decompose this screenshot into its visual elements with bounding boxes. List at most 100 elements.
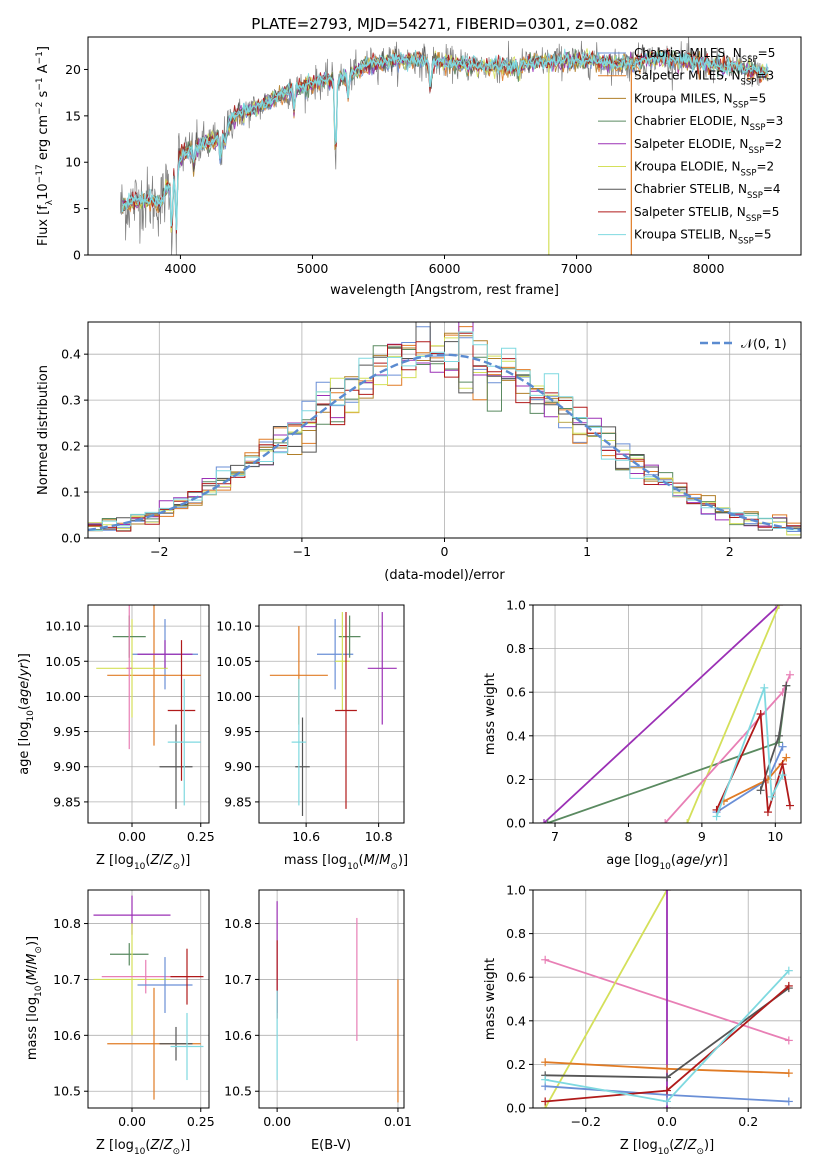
y-tick-label: 0.4 [506, 728, 526, 743]
histogram-step [88, 331, 801, 538]
plot-content [88, 322, 801, 538]
x-tick-label: 9 [698, 829, 706, 844]
y-tick-label: 0.0 [61, 531, 81, 546]
panel-spectrum: 4000 5000 6000 7000 8000 0 5 10 15 20 wavelength [… [35, 36, 802, 298]
y-tick-label: 10.7 [224, 972, 252, 987]
x-tick-label: 8000 [693, 261, 725, 276]
axes-frame [87, 604, 210, 824]
x-axis-label: age [log10(age/yr)] [606, 853, 728, 872]
x-tick-label: 0.00 [118, 829, 146, 844]
x-tick-label: 5000 [297, 261, 329, 276]
plot-content [540, 605, 794, 823]
y-tick-label: 9.90 [53, 759, 81, 774]
panel-age_vs_Z: 0.00 0.25 9.85 9.90 9.95 10.00 10.05 10.10 Z [lo… [17, 604, 215, 872]
x-tick-label: −2 [150, 544, 168, 559]
y-tick-label: 1.0 [506, 883, 526, 898]
panel-age_vs_mass: 10.6 10.8 9.85 9.90 9.95 10.00 10.05 10.10 mass … [216, 604, 408, 872]
x-tick-label: 2 [726, 544, 734, 559]
x-tick-label: 1 [583, 544, 591, 559]
plot-area [88, 605, 209, 823]
plot-area [88, 890, 209, 1108]
x-axis-label: E(B-V) [311, 1138, 351, 1153]
x-tick-label: 10 [767, 829, 783, 844]
y-tick-label: 1.0 [506, 598, 526, 613]
x-tick-label: 4000 [165, 261, 197, 276]
plot-content [119, 37, 769, 255]
figure-title: PLATE=2793, MJD=54271, FIBERID=0301, z=0… [251, 15, 638, 33]
x-tick-label: 0.0 [657, 1114, 677, 1129]
y-tick-label: 0.1 [61, 485, 81, 500]
y-tick-label: 0.0 [506, 1101, 526, 1116]
y-tick-label: 0.8 [506, 641, 526, 656]
x-tick-label: 0.25 [187, 829, 215, 844]
x-axis-label: wavelength [Angstrom, rest frame] [330, 283, 559, 298]
normal-curve [88, 353, 801, 532]
plot-content [276, 901, 399, 1103]
y-tick-label: 10.10 [45, 619, 81, 634]
x-tick-label: 10.6 [292, 829, 320, 844]
y-tick-label: 0.2 [61, 439, 81, 454]
y-tick-label: 9.85 [224, 794, 252, 809]
axes-frame [258, 604, 405, 824]
y-tick-label: 10.5 [53, 1084, 81, 1099]
y-tick-label: 10.8 [224, 916, 252, 931]
y-tick-label: 0.6 [506, 685, 526, 700]
x-tick-label: 7000 [561, 261, 593, 276]
y-tick-label: 10 [65, 155, 81, 170]
weight-line [715, 687, 784, 817]
plot-content [541, 890, 793, 1108]
y-tick-label: 10.6 [224, 1028, 252, 1043]
x-axis-label: Z [log10(Z/Z⊙)] [96, 853, 190, 872]
y-axis-label: Flux [fλ10−17 erg cm−2 s−1 A−1] [35, 46, 55, 246]
weight-line [686, 605, 780, 823]
panel-weight_vs_Z: −0.2 0.0 0.2 0.0 0.2 0.4 0.6 0.8 1.0 Z [log10(Z/Z… [483, 883, 802, 1157]
y-axis-label: mass weight [483, 958, 498, 1040]
y-tick-label: 0.2 [506, 772, 526, 787]
plot-content [96, 605, 201, 809]
y-axis-label: Normed distribution [36, 365, 51, 495]
x-axis-label: mass [log10(M/M⊙)] [284, 853, 408, 872]
x-tick-label: −0.2 [571, 1114, 601, 1129]
y-tick-label: 9.95 [53, 724, 81, 739]
weight-line [544, 890, 668, 1108]
x-tick-label: 0 [441, 544, 449, 559]
y-tick-label: 10.00 [216, 689, 252, 704]
y-tick-label: 15 [65, 108, 81, 123]
plot-content [93, 895, 204, 1100]
y-tick-label: 0.6 [506, 970, 526, 985]
x-axis-label: Z [log10(Z/Z⊙)] [620, 1138, 714, 1157]
y-tick-label: 0.2 [506, 1057, 526, 1072]
y-tick-label: 10.5 [224, 1084, 252, 1099]
y-tick-label: 0.8 [506, 926, 526, 941]
x-tick-label: 0.00 [263, 1114, 291, 1129]
y-tick-label: 9.85 [53, 794, 81, 809]
y-tick-label: 9.90 [224, 759, 252, 774]
panel-mass_vs_ebv: 0.00 0.01 10.5 10.6 10.7 10.8 E(B-V) [224, 889, 412, 1153]
weight-line [543, 605, 780, 823]
axes-frame [87, 889, 210, 1109]
plot-content [269, 612, 397, 816]
plot-area [259, 605, 404, 823]
x-tick-label: −1 [293, 544, 311, 559]
axes-frame [532, 604, 802, 824]
legend-entry: 𝒩(0, 1) [741, 336, 787, 351]
x-tick-label: 10.8 [365, 829, 393, 844]
y-tick-label: 0.0 [506, 816, 526, 831]
y-tick-label: 0.4 [506, 1013, 526, 1028]
y-tick-label: 10.00 [45, 689, 81, 704]
panel-residual_histogram: −2 −1 0 1 2 0.0 0.1 0.2 0.3 0.4 (data-model)/error… [36, 321, 802, 583]
x-axis-label: Z [log10(Z/Z⊙)] [96, 1138, 190, 1157]
y-tick-label: 10.05 [45, 654, 81, 669]
model-line [122, 48, 769, 224]
plot-area [259, 890, 404, 1108]
panel-weight_vs_age: 7 8 9 10 0.0 0.2 0.4 0.6 0.8 1.0 age [log10(age/yr… [483, 598, 802, 872]
y-tick-label: 20 [65, 62, 81, 77]
model-line [121, 49, 769, 231]
y-axis-label: mass weight [483, 673, 498, 755]
y-tick-label: 10.10 [216, 619, 252, 634]
x-tick-label: 0.25 [187, 1114, 215, 1129]
y-tick-label: 10.05 [216, 654, 252, 669]
x-tick-label: 0.00 [118, 1114, 146, 1129]
x-tick-label: 8 [624, 829, 632, 844]
